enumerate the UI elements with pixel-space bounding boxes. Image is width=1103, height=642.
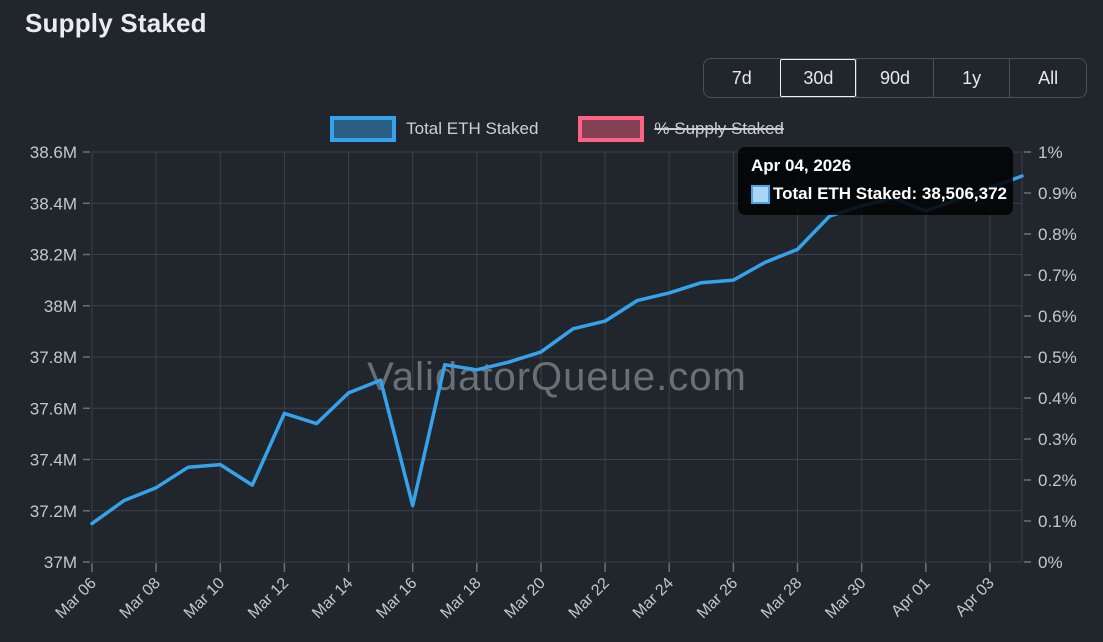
x-axis-label: Mar 24 — [630, 575, 677, 622]
x-axis-label: Mar 16 — [373, 575, 420, 622]
left-axis-label: 37.4M — [30, 451, 77, 470]
chart-tooltip: Apr 04, 2026 Total ETH Staked: 38,506,37… — [738, 147, 1013, 215]
legend-label: % Supply Staked — [654, 119, 784, 138]
left-axis-label: 38.6M — [30, 143, 77, 162]
right-axis-label: 0.6% — [1038, 307, 1077, 326]
legend-item-total-eth-staked[interactable]: Total ETH Staked — [330, 116, 538, 142]
right-axis-label: 0.3% — [1038, 430, 1077, 449]
x-axis-label: Mar 06 — [53, 575, 100, 622]
x-axis-label: Mar 20 — [502, 575, 549, 622]
x-axis-label: Apr 01 — [888, 575, 933, 620]
tooltip-row: Total ETH Staked: 38,506,372 — [751, 184, 1007, 204]
range-button-90d[interactable]: 90d — [856, 59, 933, 97]
right-axis-label: 0.7% — [1038, 266, 1077, 285]
range-button-7d[interactable]: 7d — [704, 59, 780, 97]
tooltip-date: Apr 04, 2026 — [751, 156, 852, 175]
chart-legend: Total ETH Staked % Supply Staked — [92, 115, 1022, 143]
left-axis-label: 38M — [44, 297, 77, 316]
right-axis-label: 0.8% — [1038, 225, 1077, 244]
right-axis-label: 0.4% — [1038, 389, 1077, 408]
x-axis-label: Mar 22 — [566, 575, 613, 622]
range-selector: 7d 30d 90d 1y All — [703, 58, 1087, 98]
right-axis-label: 1% — [1038, 143, 1063, 162]
x-axis-label: Mar 26 — [694, 575, 741, 622]
legend-swatch-icon — [578, 116, 645, 142]
x-axis-label: Mar 18 — [437, 575, 484, 622]
x-axis-label: Mar 08 — [117, 575, 164, 622]
right-axis-label: 0.5% — [1038, 348, 1077, 367]
left-axis-label: 37.8M — [30, 348, 77, 367]
total-eth-staked-line[interactable] — [90, 174, 1024, 526]
tooltip-series-swatch — [751, 184, 770, 204]
x-axis-label: Mar 14 — [309, 575, 356, 622]
x-axis-label: Mar 12 — [245, 575, 292, 622]
watermark: ValidatorQueue.com — [367, 355, 747, 399]
left-axis-label: 37M — [44, 553, 77, 572]
tooltip-value: Total ETH Staked: 38,506,372 — [773, 184, 1008, 203]
left-axis-label: 37.2M — [30, 502, 77, 521]
left-axis-label: 38.4M — [30, 194, 77, 213]
left-axis-label: 38.2M — [30, 246, 77, 265]
right-axis-label: 0% — [1038, 553, 1063, 572]
legend-item-percent-supply-staked[interactable]: % Supply Staked — [578, 116, 784, 142]
legend-label: Total ETH Staked — [406, 119, 539, 138]
range-button-1y[interactable]: 1y — [932, 59, 1010, 97]
right-axis-label: 0.1% — [1038, 512, 1077, 531]
page-title: Supply Staked — [25, 8, 207, 38]
right-axis-label: 0.2% — [1038, 471, 1077, 490]
x-axis-label: Mar 10 — [181, 575, 228, 622]
right-axis-label: 0.9% — [1038, 184, 1077, 203]
x-axis-label: Apr 03 — [952, 575, 997, 620]
x-axis-label: Mar 30 — [822, 575, 869, 622]
x-axis-label: Mar 28 — [758, 575, 805, 622]
legend-swatch-icon — [330, 116, 397, 142]
left-axis-label: 37.6M — [30, 399, 77, 418]
range-button-all[interactable]: All — [1009, 59, 1086, 97]
range-button-30d[interactable]: 30d — [779, 59, 857, 97]
